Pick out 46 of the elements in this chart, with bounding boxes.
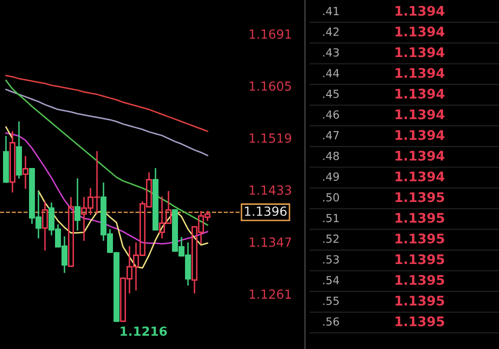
text: 1.1394 bbox=[396, 88, 444, 99]
y-tick-label: 1.1433 bbox=[250, 185, 292, 195]
text: .50 bbox=[323, 193, 339, 202]
text: 1.1395 bbox=[396, 274, 444, 285]
line-series bbox=[5, 132, 208, 244]
candlestick bbox=[74, 178, 80, 231]
line-series bbox=[5, 88, 208, 156]
text: .49 bbox=[323, 172, 339, 181]
text: .51 bbox=[323, 214, 339, 222]
y-tick-label: 1.1347 bbox=[250, 237, 292, 247]
y-tick-label: 1.1605 bbox=[250, 81, 291, 91]
candlestick bbox=[10, 131, 16, 192]
text: 1.1394 bbox=[396, 6, 444, 16]
text: 1.1395 bbox=[396, 254, 444, 264]
text: .43 bbox=[323, 48, 339, 57]
text: 1.1394 bbox=[396, 47, 444, 58]
line-series bbox=[5, 74, 208, 132]
text: 1.1394 bbox=[396, 26, 444, 37]
ref-line-label: 1.1396 bbox=[244, 206, 287, 216]
text: 1.1395 bbox=[396, 212, 444, 223]
candlestick bbox=[22, 156, 28, 189]
y-tick-label: 1.1519 bbox=[250, 133, 292, 143]
y-tick-label: 1.1261 bbox=[250, 289, 291, 299]
text: .54 bbox=[323, 276, 340, 284]
text: 1.1394 bbox=[396, 171, 444, 182]
text: 1.1395 bbox=[396, 296, 444, 306]
text: .48 bbox=[323, 152, 339, 160]
annotation: 1.1216 bbox=[120, 326, 167, 336]
text: .53 bbox=[323, 255, 339, 264]
text: .47 bbox=[323, 131, 339, 140]
text: 1.1394 bbox=[396, 109, 444, 120]
text: 1.1395 bbox=[396, 316, 444, 326]
text: .52 bbox=[323, 234, 339, 243]
text: 1.1394 bbox=[396, 150, 444, 161]
text: .41 bbox=[323, 6, 339, 16]
text: 1.1394 bbox=[396, 68, 444, 78]
text: 1.1395 bbox=[396, 234, 444, 244]
text: .55 bbox=[323, 296, 339, 306]
y-tick-label: 1.1691 bbox=[250, 29, 291, 39]
text: .42 bbox=[323, 28, 339, 36]
text: .46 bbox=[323, 110, 339, 119]
text: .56 bbox=[323, 317, 339, 326]
text: 1.1395 bbox=[396, 192, 444, 202]
text: .45 bbox=[323, 90, 339, 98]
text: .44 bbox=[323, 69, 340, 78]
text: 1.1394 bbox=[396, 130, 444, 140]
